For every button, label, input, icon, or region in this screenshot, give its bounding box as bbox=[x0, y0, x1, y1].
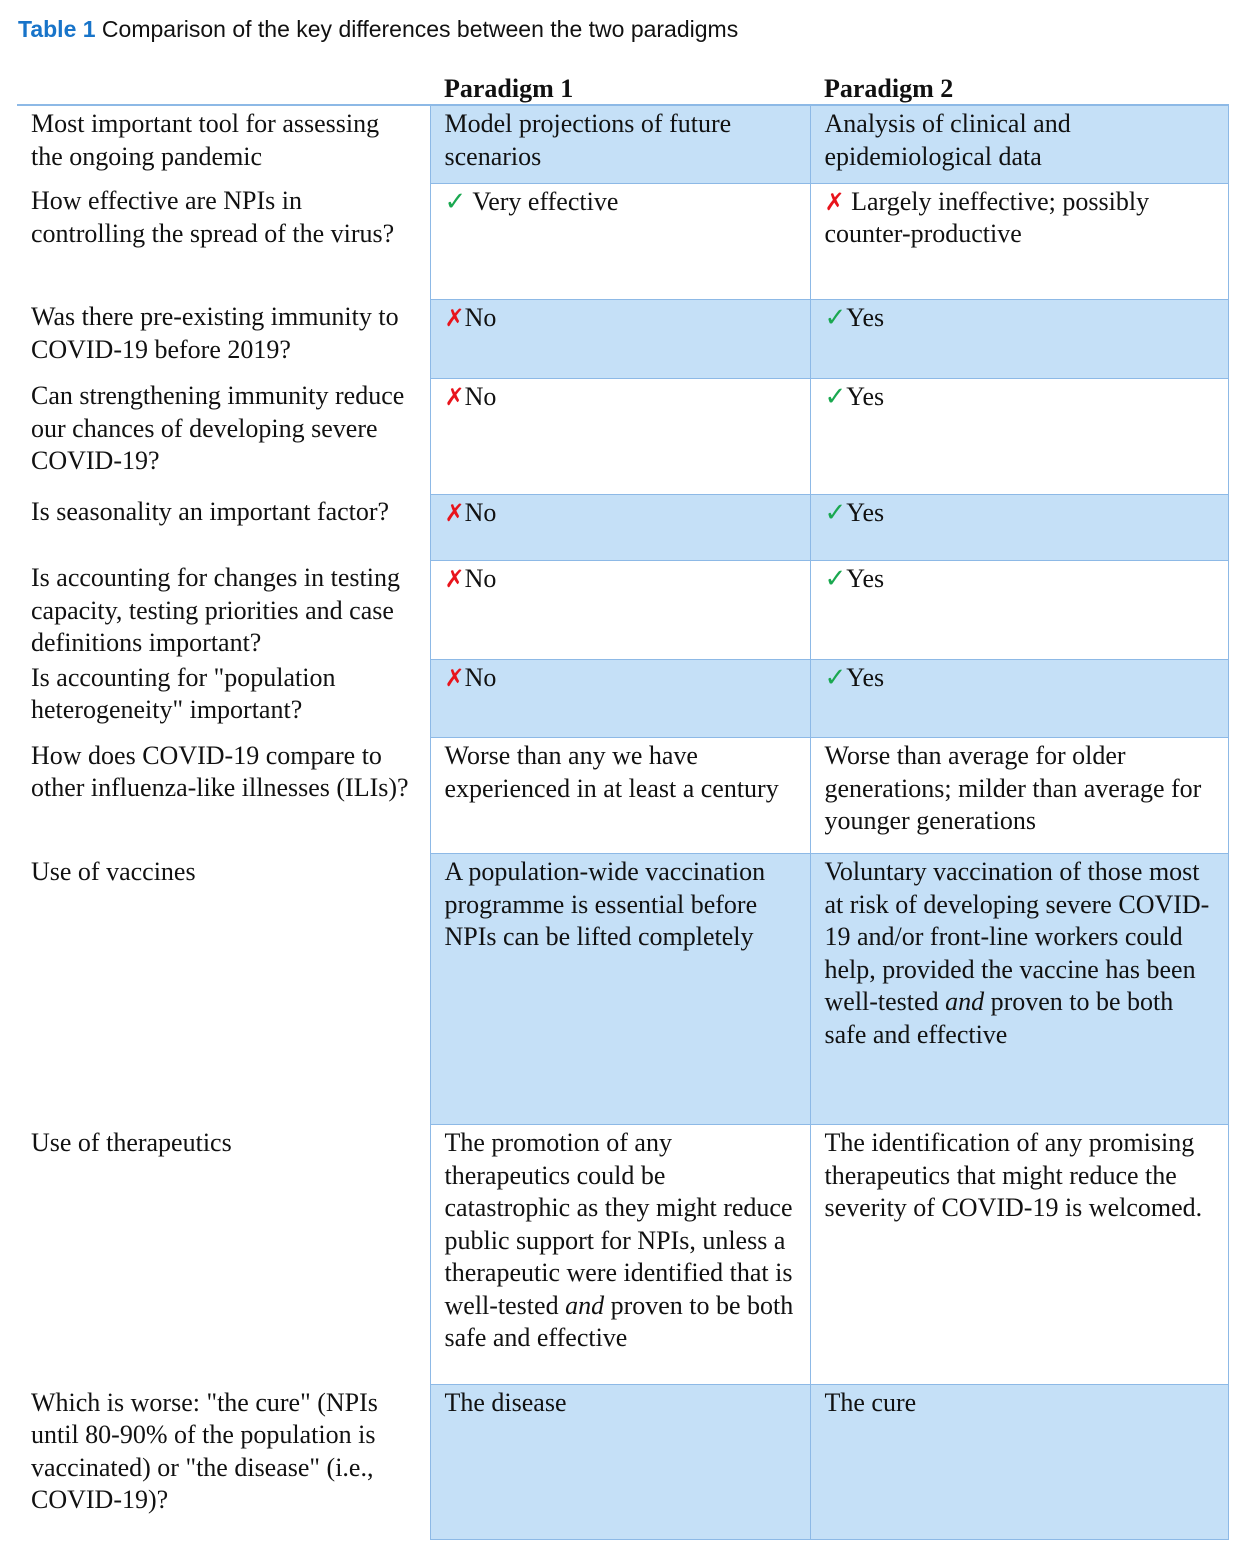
check-icon: ✓ bbox=[824, 381, 847, 411]
cross-icon: ✗ bbox=[444, 303, 465, 332]
cell-text: The promotion of any therapeutics could … bbox=[444, 1128, 794, 1352]
caption-text: Comparison of the key differences betwee… bbox=[95, 16, 739, 42]
cell-text: Yes bbox=[846, 563, 885, 593]
paradigm-1-cell: ✗No bbox=[429, 559, 811, 660]
paradigm-2-cell: ✓Yes bbox=[809, 377, 1229, 495]
cross-icon: ✗ bbox=[444, 564, 465, 593]
check-icon: ✓ bbox=[444, 186, 467, 216]
table-caption: Table 1 Comparison of the key difference… bbox=[18, 16, 738, 43]
paradigm-2-cell: ✓Yes bbox=[809, 659, 1229, 738]
cell-text: The disease bbox=[444, 1388, 567, 1417]
paradigm-2-cell: ✓Yes bbox=[809, 493, 1229, 561]
question-cell: Most important tool for assessing the on… bbox=[31, 109, 380, 171]
cell-text: The identification of any promising ther… bbox=[824, 1128, 1203, 1222]
caption-label: Table 1 bbox=[18, 16, 96, 42]
cell-text: Worse than average for older generations… bbox=[824, 741, 1202, 835]
paradigm-2-cell: ✓Yes bbox=[809, 298, 1229, 379]
cell-text: A population-wide vaccination programme … bbox=[444, 857, 766, 951]
question-cell: Which is worse: "the cure" (NPIs until 8… bbox=[31, 1387, 378, 1515]
cell-text: Largely ineffective; possibly counter-pr… bbox=[824, 186, 1150, 249]
cell-text: Yes bbox=[846, 663, 885, 692]
header-paradigm-2: Paradigm 2 bbox=[810, 66, 1228, 106]
check-icon: ✓ bbox=[824, 563, 847, 593]
paradigm-1-cell: The disease bbox=[429, 1384, 811, 1540]
cell-text: No bbox=[464, 663, 497, 692]
table-row: Which is worse: "the cure" (NPIs until 8… bbox=[17, 1384, 1229, 1540]
cell-text: No bbox=[464, 563, 497, 593]
paradigm-1-cell: ✗No bbox=[429, 659, 811, 738]
table-row: How does COVID-19 compare to other influ… bbox=[17, 737, 1229, 854]
question-cell: Can strengthening immunity reduce our ch… bbox=[31, 381, 405, 475]
question-cell: Is accounting for changes in testing cap… bbox=[31, 563, 400, 657]
cell-text: No bbox=[464, 497, 497, 527]
cell-text: No bbox=[464, 381, 497, 411]
paradigm-2-cell: The identification of any promising ther… bbox=[809, 1124, 1229, 1385]
table-row: Use of vaccines A population-wide vaccina… bbox=[17, 853, 1229, 1125]
header-paradigm-1: Paradigm 1 bbox=[430, 66, 810, 106]
paradigm-1-cell: Model projections of future scenarios bbox=[429, 104, 811, 184]
cross-icon: ✗ bbox=[444, 498, 465, 527]
paradigm-1-cell: ✗No bbox=[429, 377, 811, 495]
paradigm-1-cell: Worse than any we have experienced in at… bbox=[429, 737, 811, 854]
paradigm-2-cell: ✗ Largely ineffective; possibly counter-… bbox=[809, 182, 1229, 300]
table-row: Can strengthening immunity reduce our ch… bbox=[17, 377, 1229, 495]
cell-text: Very effective bbox=[466, 186, 619, 216]
paradigm-2-cell: The cure bbox=[809, 1384, 1229, 1540]
paradigm-2-cell: Worse than average for older generations… bbox=[809, 737, 1229, 854]
paradigm-1-cell: ✓ Very effective bbox=[429, 182, 811, 300]
cell-text: The cure bbox=[824, 1388, 917, 1417]
table-row: Use of therapeutics The promotion of any … bbox=[17, 1124, 1229, 1385]
check-icon: ✓ bbox=[824, 663, 847, 692]
paradigm-1-cell: A population-wide vaccination programme … bbox=[429, 853, 811, 1125]
paradigm-1-cell: ✗No bbox=[429, 493, 811, 561]
table-row: Was there pre-existing immunity to COVID… bbox=[17, 298, 1229, 379]
check-icon: ✓ bbox=[824, 497, 847, 527]
cell-text: Yes bbox=[846, 302, 885, 332]
cross-icon: ✗ bbox=[824, 187, 845, 216]
paradigm-1-cell: ✗No bbox=[429, 298, 811, 379]
cell-text: No bbox=[464, 302, 497, 332]
paradigm-2-cell: ✓Yes bbox=[809, 559, 1229, 660]
check-icon: ✓ bbox=[824, 302, 847, 332]
cell-text: Analysis of clinical and epidemiological… bbox=[824, 109, 1071, 171]
cell-text: Yes bbox=[846, 381, 885, 411]
question-cell: Is accounting for "population heterogene… bbox=[31, 662, 336, 725]
paradigm-1-cell: The promotion of any therapeutics could … bbox=[429, 1124, 811, 1385]
question-cell: How does COVID-19 compare to other influ… bbox=[31, 740, 409, 803]
paradigm-2-cell: Voluntary vaccination of those most at r… bbox=[809, 853, 1229, 1125]
cell-text: Voluntary vaccination of those most at r… bbox=[824, 857, 1210, 1049]
table-row: How effective are NPIs in controlling th… bbox=[17, 182, 1229, 300]
comparison-table: Paradigm 1 Paradigm 2 Most important too… bbox=[17, 66, 1229, 1540]
header-row: Paradigm 1 Paradigm 2 bbox=[17, 66, 1228, 106]
cross-icon: ✗ bbox=[444, 664, 465, 692]
cross-icon: ✗ bbox=[444, 382, 465, 411]
question-cell: Use of therapeutics bbox=[31, 1127, 232, 1157]
table-row: Is accounting for "population heterogene… bbox=[17, 659, 1229, 738]
question-cell: How effective are NPIs in controlling th… bbox=[31, 186, 395, 248]
table-row: Most important tool for assessing the on… bbox=[17, 104, 1229, 184]
table-row: Is seasonality an important factor? ✗No ✓Y… bbox=[17, 493, 1229, 561]
cell-text: Worse than any we have experienced in at… bbox=[444, 741, 779, 803]
cell-text: Model projections of future scenarios bbox=[444, 109, 732, 171]
paradigm-2-cell: Analysis of clinical and epidemiological… bbox=[809, 104, 1229, 184]
question-cell: Is seasonality an important factor? bbox=[31, 497, 390, 526]
header-empty bbox=[17, 66, 430, 106]
table-row: Is accounting for changes in testing cap… bbox=[17, 559, 1229, 660]
cell-text: Yes bbox=[846, 497, 885, 527]
question-cell: Use of vaccines bbox=[31, 856, 196, 886]
question-cell: Was there pre-existing immunity to COVID… bbox=[31, 302, 399, 364]
